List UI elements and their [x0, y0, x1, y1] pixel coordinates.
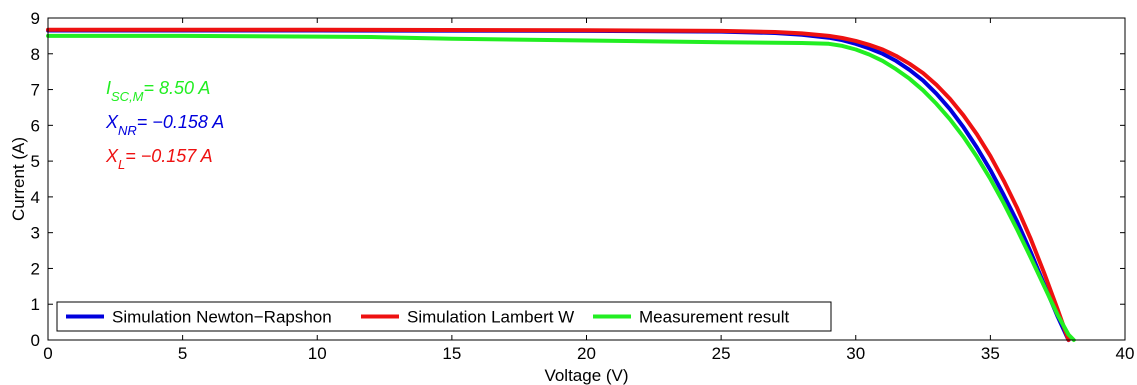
y-tick-label: 1 — [31, 295, 40, 314]
annotations: ISC,M= 8.50 A XNR= −0.158 A XL= −0.157 A — [105, 78, 224, 172]
ticks-layer: 0 5 10 15 20 25 30 35 40 0 1 2 3 4 5 6 7 8 9 — [31, 9, 1135, 363]
legend-box — [56, 301, 832, 332]
x-tick-label: 40 — [1116, 344, 1135, 363]
series-line-1 — [46, 28, 1071, 342]
annotation-text: XL= −0.157 A — [105, 146, 213, 172]
legend: Simulation Newton−Rapshon Simulation Lamb… — [56, 301, 832, 332]
legend-label: Measurement result — [639, 308, 790, 327]
y-tick-label: 6 — [31, 116, 40, 135]
series-line-2 — [46, 27, 1071, 342]
legend-label: Simulation Lambert W — [407, 308, 574, 327]
legend-label: Simulation Newton−Rapshon — [112, 308, 332, 327]
annotation-text: ISC,M= 8.50 A — [106, 78, 210, 104]
x-tick-label: 30 — [846, 344, 865, 363]
y-tick-label: 8 — [31, 45, 40, 64]
plot-frame — [47, 17, 1126, 341]
y-tick-label: 7 — [31, 81, 40, 100]
y-tick-label: 2 — [31, 259, 40, 278]
series-layer — [46, 27, 1076, 342]
y-tick-label: 4 — [31, 188, 40, 207]
y-tick-label: 3 — [31, 224, 40, 243]
y-axis-title: Current (A) — [9, 137, 28, 221]
x-tick-label: 5 — [178, 344, 187, 363]
y-tick-label: 0 — [31, 331, 40, 350]
x-tick-label: 35 — [981, 344, 1000, 363]
x-tick-label: 15 — [442, 344, 461, 363]
x-tick-label: 25 — [712, 344, 731, 363]
series-line-3 — [46, 33, 1076, 342]
x-tick-label: 0 — [43, 344, 52, 363]
x-axis-title: Voltage (V) — [544, 366, 628, 385]
x-tick-label: 10 — [308, 344, 327, 363]
y-tick-label: 5 — [31, 152, 40, 171]
x-tick-label: 20 — [577, 344, 596, 363]
y-tick-label: 9 — [31, 9, 40, 28]
annotation-text: XNR= −0.158 A — [105, 112, 224, 138]
